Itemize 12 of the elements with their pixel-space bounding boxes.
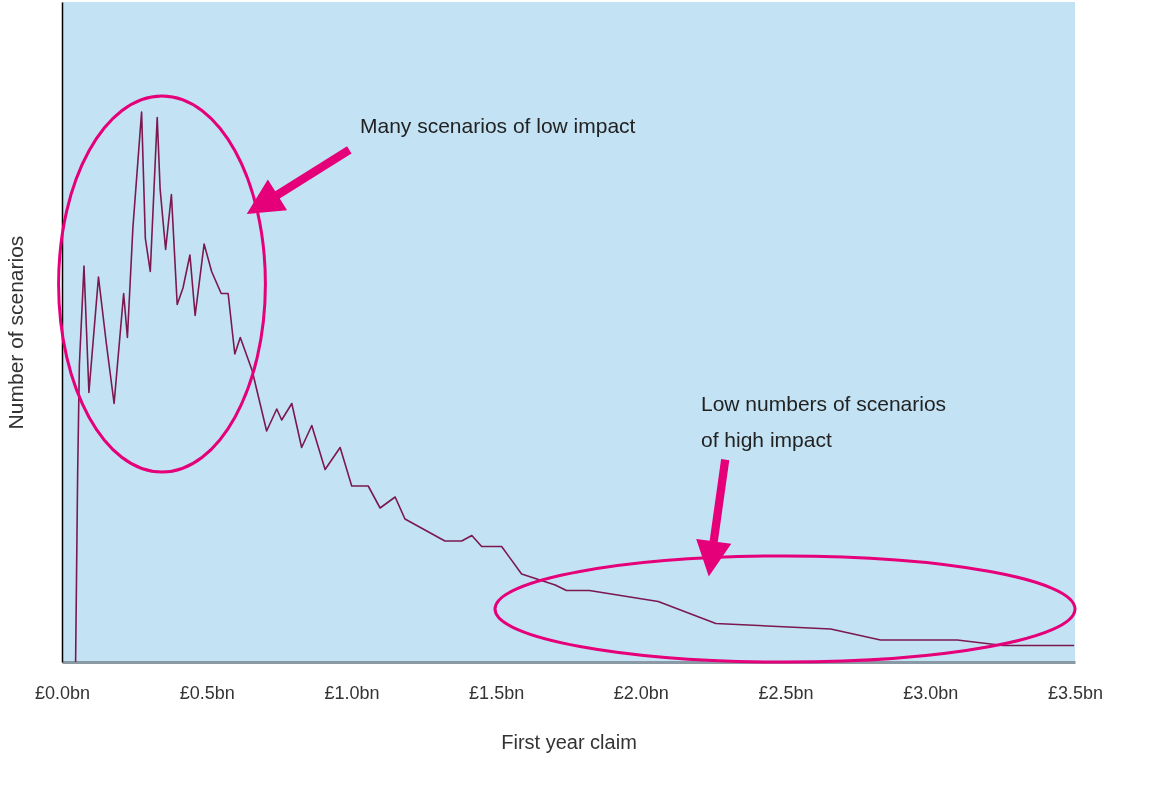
- annotation: Low numbers of scenarios of high impact: [701, 392, 947, 451]
- x-tick-label: £3.0bn: [903, 682, 959, 703]
- x-axis-title: First year claim: [501, 730, 637, 753]
- x-tick-label: £3.5bn: [1047, 682, 1104, 703]
- x-tick-label: £1.0bn: [324, 682, 380, 703]
- annotation: Many scenarios of low impact: [360, 114, 636, 137]
- x-tick-label: £0.5bn: [179, 682, 235, 703]
- x-tick-label: £2.0bn: [613, 682, 669, 703]
- x-tick-label: £2.5bn: [758, 682, 814, 703]
- x-tick-label: £0.0bn: [34, 682, 91, 703]
- y-axis-title: Number of scenarios: [3, 235, 27, 430]
- x-tick-label: £1.5bn: [469, 682, 525, 703]
